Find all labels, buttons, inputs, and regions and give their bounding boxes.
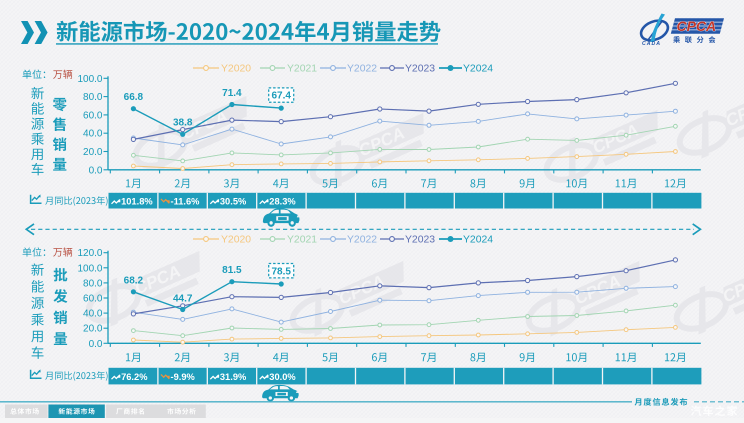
svg-text:Y2022: Y2022	[347, 64, 377, 75]
svg-text:0.0: 0.0	[89, 339, 103, 350]
svg-text:-9.9%: -9.9%	[171, 372, 196, 382]
svg-text:38.8: 38.8	[173, 117, 193, 128]
svg-text:60.0: 60.0	[83, 294, 103, 305]
svg-text:Y2024: Y2024	[463, 235, 493, 246]
svg-text:67.4: 67.4	[271, 91, 291, 102]
svg-text:CADA: CADA	[642, 41, 661, 47]
svg-text:100.0: 100.0	[77, 74, 102, 85]
svg-text:Y2021: Y2021	[287, 64, 317, 75]
svg-text:101.8%: 101.8%	[121, 197, 153, 207]
svg-text:-11.6%: -11.6%	[171, 197, 201, 207]
svg-text:Y2021: Y2021	[287, 235, 317, 246]
svg-text:44.7: 44.7	[173, 294, 193, 305]
svg-text:80.0: 80.0	[83, 278, 103, 289]
svg-text:60.0: 60.0	[83, 110, 103, 121]
svg-text:Y2020: Y2020	[221, 235, 251, 246]
svg-text:30.5%: 30.5%	[220, 197, 247, 207]
svg-text:81.5: 81.5	[222, 265, 242, 276]
svg-text:31.9%: 31.9%	[220, 372, 247, 382]
svg-text:76.2%: 76.2%	[121, 372, 148, 382]
svg-text:100.0: 100.0	[77, 263, 102, 274]
svg-text:68.2: 68.2	[124, 276, 144, 287]
svg-text:120.0: 120.0	[77, 248, 102, 259]
svg-text:78.5: 78.5	[271, 266, 291, 277]
svg-text:Y2024: Y2024	[463, 64, 493, 75]
svg-text:Y2023: Y2023	[405, 235, 435, 246]
svg-text:20.0: 20.0	[83, 147, 103, 158]
svg-text:Y2023: Y2023	[405, 64, 435, 75]
svg-text:40.0: 40.0	[83, 309, 103, 320]
svg-text:0.0: 0.0	[89, 165, 103, 176]
svg-text:Y2022: Y2022	[347, 235, 377, 246]
svg-text:66.8: 66.8	[124, 92, 144, 103]
svg-text:Y2020: Y2020	[221, 64, 251, 75]
svg-text:28.3%: 28.3%	[269, 197, 296, 207]
svg-text:71.4: 71.4	[222, 88, 242, 99]
svg-text:CPCA: CPCA	[677, 18, 717, 34]
svg-text:20.0: 20.0	[83, 324, 103, 335]
svg-text:40.0: 40.0	[83, 129, 103, 140]
svg-text:30.0%: 30.0%	[269, 372, 296, 382]
svg-text:80.0: 80.0	[83, 92, 103, 103]
